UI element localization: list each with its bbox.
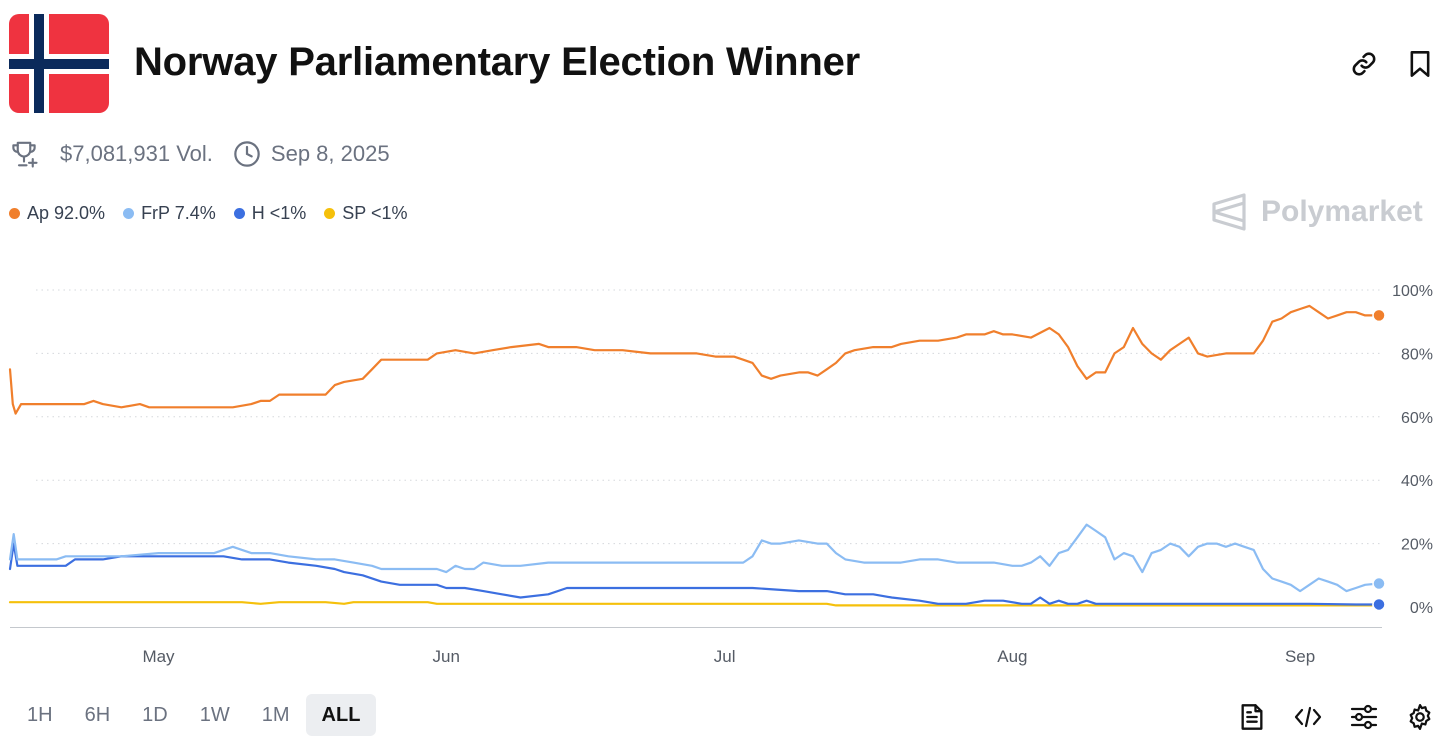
x-tick-label: Sep xyxy=(1285,647,1315,666)
series-line-sp xyxy=(8,601,1381,607)
end-date-text: Sep 8, 2025 xyxy=(270,141,390,166)
x-tick-label: Aug xyxy=(997,647,1027,666)
legend-label-h: H <1% xyxy=(251,202,307,223)
chart-legend: Ap 92.0% FrP 7.4% H <1% SP <1% xyxy=(9,200,426,226)
code-icon xyxy=(1294,706,1322,728)
page-title: Norway Parliamentary Election Winner xyxy=(134,40,861,84)
polymarket-watermark: Polymarket xyxy=(1211,192,1423,232)
legend-label-frp: FrP 7.4% xyxy=(141,202,216,223)
y-tick-label: 100% xyxy=(1392,283,1433,300)
y-tick-label: 80% xyxy=(1401,346,1433,363)
document-icon xyxy=(1241,704,1263,730)
legend-dot-h xyxy=(233,207,245,219)
y-tick-label: 60% xyxy=(1401,410,1433,427)
embed-button[interactable] xyxy=(1291,700,1325,734)
series-endpoint-frp xyxy=(1372,576,1386,591)
range-1w[interactable]: 1W xyxy=(199,703,230,726)
end-date-stat: Sep 8, 2025 xyxy=(233,140,390,168)
y-tick-label: 40% xyxy=(1401,473,1433,490)
range-6h[interactable]: 6H xyxy=(84,703,111,726)
legend-dot-ap xyxy=(9,207,20,219)
trophy-icon xyxy=(12,141,38,168)
y-tick-label: 0% xyxy=(1410,600,1433,617)
rules-button[interactable] xyxy=(1235,700,1269,734)
volume-stat: $7,081,931 Vol. xyxy=(9,139,213,169)
series-line-ap xyxy=(8,304,1381,415)
legend-item-sp: SP <1% xyxy=(324,202,408,224)
chart-settings-button[interactable] xyxy=(1347,700,1381,734)
copy-link-button[interactable] xyxy=(1347,47,1381,81)
legend-label-sp: SP <1% xyxy=(342,202,408,223)
x-tick-label: Jul xyxy=(714,647,736,666)
series-endpoint-ap xyxy=(1372,308,1386,323)
y-tick-label: 20% xyxy=(1401,537,1433,554)
bookmark-button[interactable] xyxy=(1403,47,1437,81)
range-1d[interactable]: 1D xyxy=(142,703,168,726)
range-1m[interactable]: 1M xyxy=(261,703,290,726)
sliders-icon xyxy=(1350,704,1378,730)
series-line-frp xyxy=(8,523,1381,593)
norway-flag-icon xyxy=(9,14,109,113)
settings-button[interactable] xyxy=(1403,700,1437,734)
legend-item-ap: Ap 92.0% xyxy=(9,203,105,224)
brand-name: Polymarket xyxy=(1261,195,1423,228)
range-1h[interactable]: 1H xyxy=(27,703,53,726)
clock-icon xyxy=(234,141,260,167)
time-range-selector: 1H 6H 1D 1W 1M ALL xyxy=(11,694,377,736)
price-history-chart: 0% 20% 40% 60% 80% 100% May Jun Jul Aug Sep xyxy=(8,283,1433,666)
series-line-h xyxy=(8,542,1381,606)
x-tick-label: May xyxy=(142,647,175,666)
link-icon xyxy=(1352,52,1376,76)
market-meta: $7,081,931 Vol. Sep 8, 2025 xyxy=(9,138,390,170)
series-endpoint-h xyxy=(1372,597,1386,612)
x-tick-label: Jun xyxy=(433,647,460,666)
polymarket-logo-icon xyxy=(1212,193,1246,231)
legend-dot-frp xyxy=(123,207,135,219)
legend-item-frp: FrP 7.4% xyxy=(123,203,216,224)
legend-dot-sp xyxy=(324,207,336,219)
range-all[interactable]: ALL xyxy=(305,694,377,736)
volume-text: $7,081,931 Vol. xyxy=(60,141,213,166)
legend-label-ap: Ap 92.0% xyxy=(27,202,106,223)
bookmark-icon xyxy=(1410,51,1430,77)
flag-graphic xyxy=(9,14,109,113)
legend-item-h: H <1% xyxy=(233,202,307,224)
gear-icon xyxy=(1409,703,1431,731)
